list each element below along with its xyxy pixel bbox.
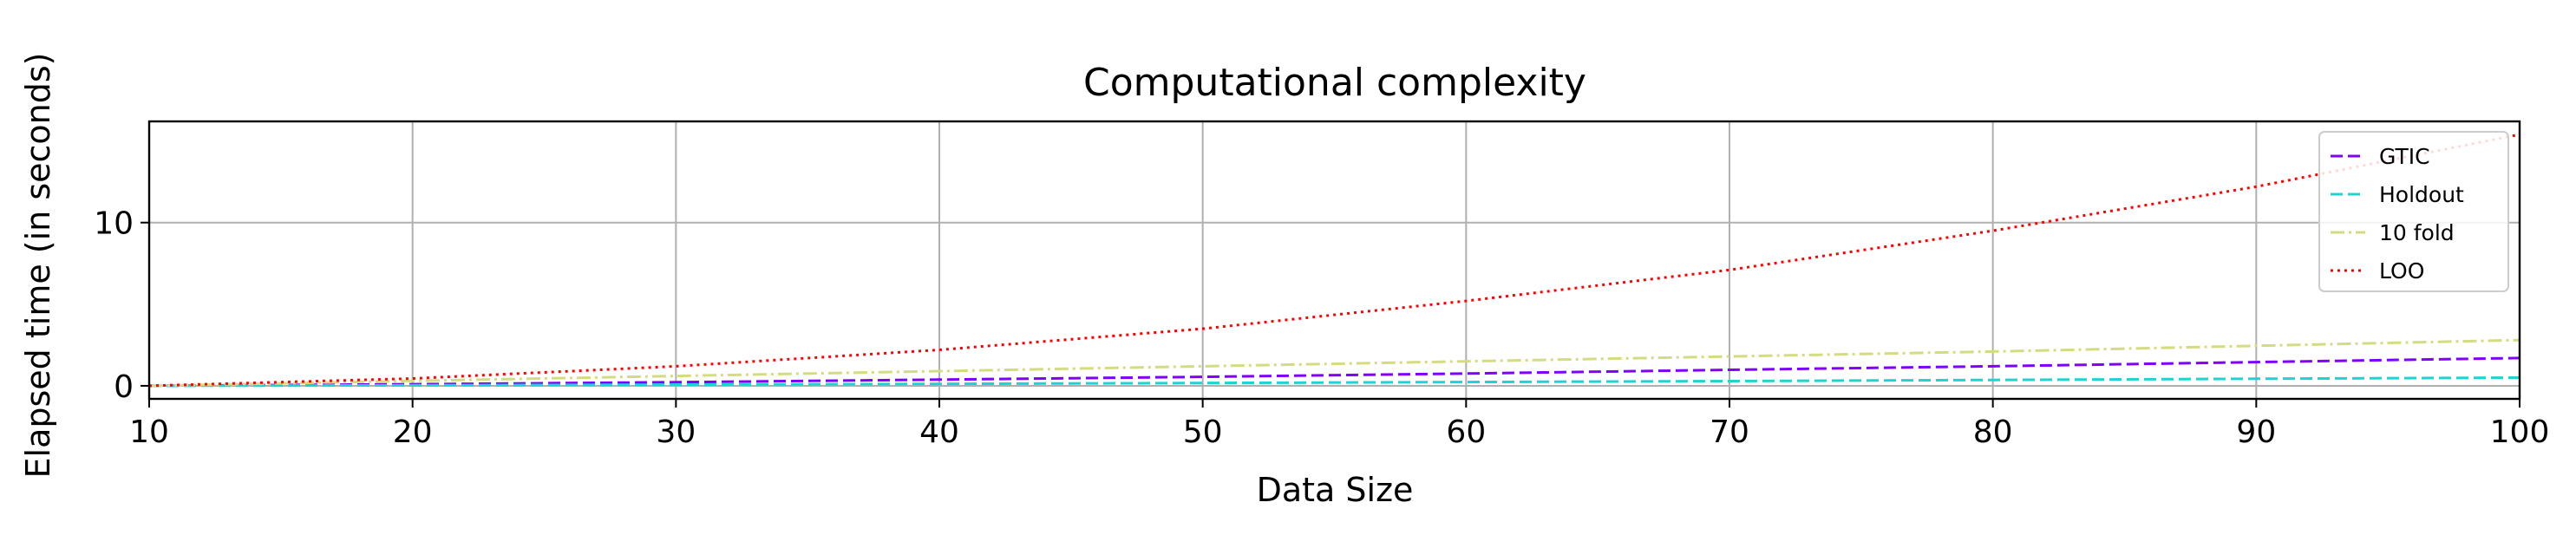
legend-label: GTIC	[2379, 144, 2430, 169]
x-axis-ticks: 10 20 30 40 50 60 70 80 90 100	[129, 399, 2549, 450]
legend-label: Holdout	[2379, 182, 2464, 207]
x-tick-label: 90	[2236, 414, 2276, 450]
y-axis-ticks: 0 10	[94, 206, 149, 405]
x-tick-label: 40	[919, 414, 959, 450]
legend-label: 10 fold	[2379, 220, 2455, 245]
legend-box	[2318, 131, 2509, 292]
x-tick-label: 30	[656, 414, 696, 450]
series-line-holdout	[148, 376, 2520, 388]
x-tick-label: 70	[1710, 414, 1749, 450]
y-tick-label: 10	[94, 206, 134, 242]
series-line-10-fold	[148, 338, 2520, 388]
x-tick-label: 100	[2490, 414, 2550, 450]
legend: GTIC Holdout 10 fold LOO	[2318, 131, 2509, 292]
x-tick-label: 80	[1973, 414, 2013, 450]
series-lines	[148, 133, 2520, 388]
x-tick-label: 10	[129, 414, 169, 450]
y-axis-title: Elapsed time (in seconds)	[19, 53, 57, 479]
series-line-loo	[148, 133, 2520, 388]
chart-title: Computational complexity	[1083, 61, 1586, 105]
plot-frame	[147, 120, 2521, 401]
legend-label: LOO	[2379, 258, 2424, 284]
y-tick-label: 0	[114, 369, 134, 405]
x-tick-label: 50	[1183, 414, 1223, 450]
x-tick-label: 60	[1446, 414, 1486, 450]
series-line-gtic	[148, 356, 2520, 388]
x-axis-title: Data Size	[1257, 471, 1414, 509]
x-tick-label: 20	[393, 414, 433, 450]
